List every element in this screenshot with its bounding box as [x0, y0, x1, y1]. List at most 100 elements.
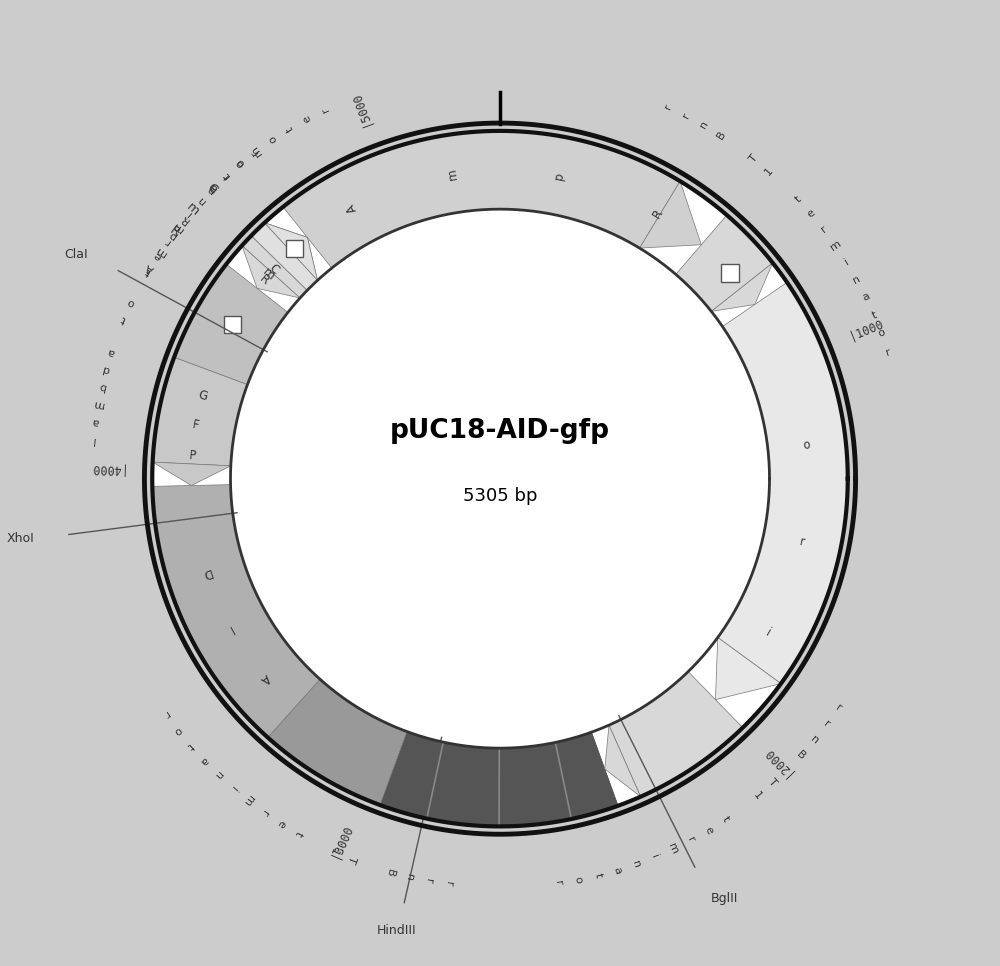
Text: i: i [650, 854, 660, 860]
Text: m: m [241, 793, 255, 808]
Polygon shape [268, 679, 407, 805]
Text: n: n [403, 872, 415, 882]
Text: pUC18-AID-gfp: pUC18-AID-gfp [390, 418, 610, 443]
Text: C: C [204, 181, 220, 196]
Polygon shape [152, 485, 320, 737]
Text: d: d [102, 363, 111, 375]
Polygon shape [718, 282, 848, 684]
Polygon shape [640, 182, 701, 248]
Text: p: p [166, 229, 178, 241]
Text: t: t [870, 309, 878, 321]
Polygon shape [380, 731, 618, 826]
Text: m: m [184, 201, 201, 218]
Text: P: P [188, 449, 196, 463]
Text: m: m [92, 398, 105, 410]
Text: o: o [877, 327, 887, 339]
Text: e: e [702, 825, 714, 836]
Text: e: e [805, 208, 817, 219]
Text: n: n [851, 273, 862, 285]
Text: t: t [593, 872, 603, 879]
Text: a: a [107, 347, 116, 358]
Text: T: T [346, 855, 358, 865]
Polygon shape [715, 638, 781, 699]
Text: p: p [552, 171, 566, 181]
Text: |5000: |5000 [348, 90, 373, 128]
Text: r: r [259, 808, 270, 817]
Text: n: n [698, 119, 710, 130]
Text: i: i [228, 783, 238, 792]
Text: o: o [126, 297, 136, 308]
Text: e: e [301, 113, 313, 124]
Polygon shape [251, 223, 318, 291]
Text: |3000: |3000 [329, 822, 355, 860]
Text: R: R [257, 272, 271, 287]
Text: o: o [573, 875, 584, 884]
Text: I: I [226, 622, 235, 636]
Text: o: o [234, 157, 246, 169]
Text: p: p [205, 184, 217, 195]
Text: t: t [793, 194, 803, 204]
Polygon shape [242, 236, 307, 298]
Text: t: t [284, 124, 295, 132]
Text: r: r [423, 878, 434, 884]
Text: B: B [795, 749, 807, 761]
Text: n: n [808, 734, 820, 746]
Text: 1: 1 [763, 165, 775, 177]
Text: n: n [630, 859, 642, 869]
Text: R: R [178, 213, 191, 225]
Text: t: t [292, 830, 303, 838]
Text: C: C [266, 261, 281, 276]
Polygon shape [242, 245, 300, 298]
Polygon shape [265, 223, 318, 280]
Polygon shape [153, 357, 247, 466]
Text: r: r [822, 719, 831, 729]
Text: 5305 bp: 5305 bp [463, 487, 537, 505]
Polygon shape [153, 462, 231, 486]
Text: a: a [208, 182, 220, 193]
Text: R: R [167, 224, 182, 240]
Text: r: r [221, 171, 231, 181]
Polygon shape [265, 223, 318, 280]
Text: r: r [320, 105, 331, 114]
Text: T: T [767, 777, 779, 789]
Text: n: n [212, 768, 224, 781]
Text: A: A [144, 262, 156, 274]
Polygon shape [286, 240, 303, 257]
Text: o: o [172, 724, 184, 736]
Text: a: a [611, 866, 623, 875]
Text: |4000: |4000 [87, 462, 123, 475]
Text: b: b [97, 381, 106, 392]
Text: r: r [663, 102, 674, 111]
Text: i: i [763, 626, 772, 639]
Text: t: t [221, 170, 232, 180]
Text: XhoI: XhoI [7, 532, 34, 546]
Text: R: R [650, 207, 666, 220]
Text: ClaI: ClaI [64, 247, 88, 261]
Polygon shape [605, 725, 641, 797]
Text: o: o [803, 438, 811, 452]
Text: F: F [192, 418, 200, 433]
Polygon shape [174, 264, 288, 384]
Polygon shape [609, 671, 743, 797]
Text: a: a [198, 754, 210, 766]
Text: a: a [91, 416, 99, 427]
Text: A: A [344, 201, 359, 214]
Text: B: B [715, 129, 728, 141]
Text: o: o [267, 133, 279, 145]
Text: G: G [197, 388, 209, 403]
Text: r: r [249, 148, 260, 157]
Text: e: e [275, 818, 287, 829]
Text: m: m [249, 143, 264, 157]
Text: r: r [833, 702, 843, 713]
Text: t: t [720, 815, 731, 824]
Text: D: D [200, 565, 212, 581]
Text: r: r [681, 111, 692, 120]
Text: t: t [144, 266, 152, 276]
Text: 1: 1 [751, 790, 764, 802]
Text: r: r [685, 836, 696, 844]
Text: n: n [195, 194, 207, 206]
Text: HindIII: HindIII [377, 923, 416, 937]
Text: m: m [666, 841, 680, 856]
Polygon shape [152, 131, 848, 826]
Text: a: a [861, 291, 871, 303]
